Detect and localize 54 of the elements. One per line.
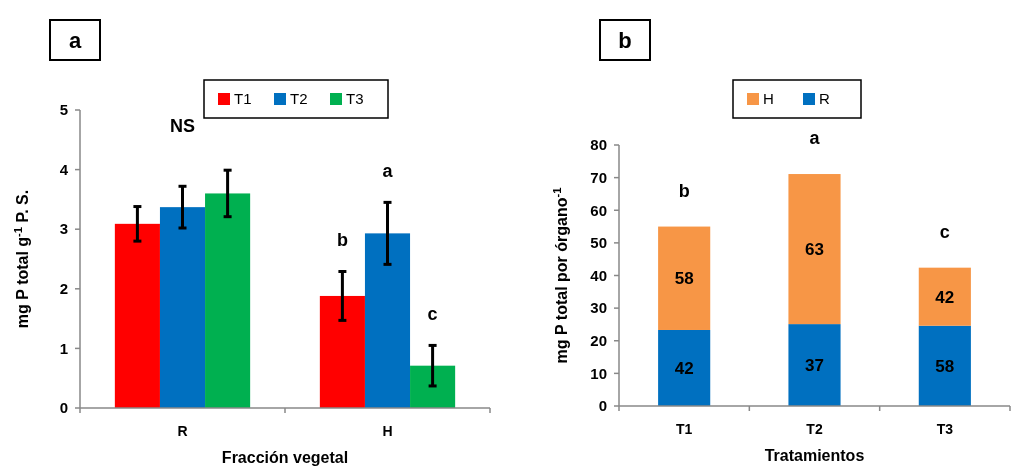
y-tick-label: 0	[598, 397, 607, 415]
y-tick-label: 20	[590, 332, 607, 349]
bar	[114, 223, 160, 408]
bar	[364, 233, 411, 408]
bar	[658, 329, 711, 406]
annotation: 58	[935, 356, 955, 376]
y-tick-label: 80	[590, 136, 607, 154]
y-tick-label: 10	[590, 364, 607, 382]
bar	[410, 365, 456, 408]
annotation: 42	[935, 287, 955, 307]
y-tick-label: 50	[590, 234, 607, 252]
annotation: 37	[805, 356, 824, 376]
y-tick-label: 40	[590, 266, 607, 284]
annotation: a	[809, 128, 821, 149]
annotation: c	[427, 303, 438, 324]
bar	[788, 174, 841, 325]
annotation: b	[336, 229, 348, 250]
legend-label: R	[819, 90, 830, 108]
bar	[159, 207, 206, 408]
x-axis-title: Tratamientos	[764, 447, 865, 464]
annotation: NS	[169, 116, 196, 137]
bar	[918, 325, 971, 406]
chart-title: a	[68, 27, 82, 53]
x-tick-label: T3	[936, 421, 954, 437]
bar	[205, 193, 251, 408]
legend-label: T3	[346, 90, 364, 108]
chart-title: b	[618, 27, 632, 53]
annotation: 42	[674, 358, 694, 378]
annotation: 58	[674, 269, 694, 289]
y-tick-label: 2	[59, 280, 68, 298]
x-tick-label: R	[177, 423, 188, 439]
annotation: 63	[805, 240, 824, 260]
annotation: c	[939, 221, 950, 242]
x-tick-label: T2	[806, 421, 823, 437]
bar	[658, 226, 711, 330]
x-tick-label: H	[382, 423, 393, 439]
x-axis-title: Fracción vegetal	[221, 449, 349, 466]
legend-label: T2	[290, 90, 308, 108]
y-tick-label: 1	[59, 339, 68, 357]
y-tick-label: 4	[59, 160, 69, 178]
y-tick-label: 30	[590, 299, 607, 317]
y-tick-label: 0	[59, 399, 68, 417]
legend-label: T1	[234, 90, 252, 108]
annotation: b	[678, 180, 690, 201]
bar	[788, 324, 841, 406]
bar	[319, 295, 365, 408]
x-tick-label: T1	[675, 421, 693, 437]
y-tick-label: 3	[59, 220, 68, 238]
bar	[918, 267, 971, 326]
y-tick-label: 5	[59, 101, 68, 119]
legend-label: H	[763, 90, 774, 108]
y-tick-label: 70	[590, 168, 607, 186]
y-tick-label: 60	[590, 201, 607, 219]
annotation: a	[382, 160, 394, 181]
